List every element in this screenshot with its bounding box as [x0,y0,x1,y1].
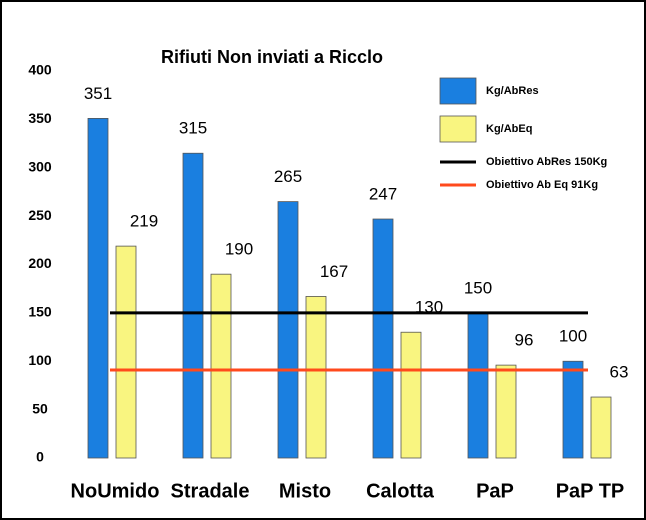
value-label: 167 [320,262,348,281]
legend-swatch [439,115,477,143]
x-tick-label: NoUmido [71,480,160,502]
legend-label: Kg/AbRes [486,85,539,97]
x-tick-label: PaP TP [556,480,625,502]
legend-label: Obiettivo Ab Eq 91Kg [486,179,598,191]
bar [277,201,299,459]
bar [495,364,517,459]
x-tick-label: PaP [476,480,514,502]
x-tick-label: Calotta [366,480,435,502]
value-label: 265 [274,167,302,186]
bar [400,331,422,459]
chart-title: Rifiuti Non inviati a Ricclo [161,47,383,67]
bar [372,218,394,459]
y-tick-label: 200 [28,255,52,271]
y-tick-label: 400 [28,62,52,78]
value-label: 351 [84,84,112,103]
value-label: 100 [559,327,587,346]
y-tick-label: 300 [28,158,52,174]
bar [562,360,584,459]
bar [87,118,109,459]
value-label: 247 [369,185,397,204]
value-label: 315 [179,119,207,138]
bar [210,273,232,459]
value-label: 96 [515,331,534,350]
bar [305,296,327,459]
bar [182,152,204,459]
x-tick-label: Misto [279,480,331,502]
x-tick-label: Stradale [171,480,250,502]
y-tick-label: 350 [28,110,52,126]
legend-swatch [439,77,477,105]
y-tick-label: 150 [28,304,52,320]
y-tick-label: 100 [28,352,52,368]
legend-label: Obiettivo AbRes 150Kg [486,156,607,168]
bar [467,312,489,459]
value-label: 219 [130,212,158,231]
legend-label: Kg/AbEq [486,123,532,135]
bar [590,396,612,459]
bar [115,245,137,459]
value-label: 63 [610,363,629,382]
y-tick-label: 0 [36,449,44,465]
y-tick-label: 50 [32,400,48,416]
value-label: 150 [464,278,492,297]
value-label: 190 [225,240,253,259]
y-tick-label: 250 [28,207,52,223]
